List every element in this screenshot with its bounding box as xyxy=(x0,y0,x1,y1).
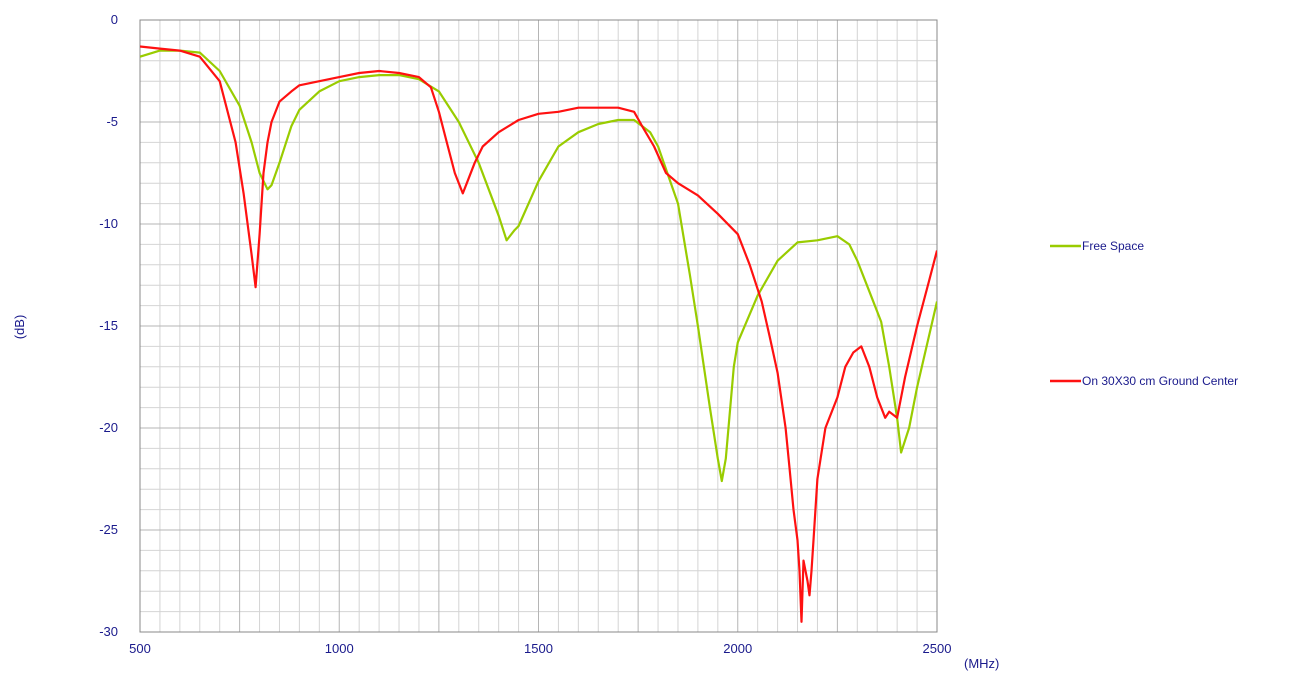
legend-label: Free Space xyxy=(1082,239,1144,253)
x-tick-label: 500 xyxy=(129,641,151,656)
x-axis-label: (MHz) xyxy=(964,656,999,671)
x-tick-label: 2000 xyxy=(723,641,752,656)
y-tick-label: -25 xyxy=(99,522,118,537)
series-line-1 xyxy=(140,49,937,483)
legend: Free Space On 30X30 cm Ground Center xyxy=(1050,239,1238,388)
y-tick-label: 0 xyxy=(111,12,118,27)
series-line-2 xyxy=(140,45,937,623)
y-tick-label: -5 xyxy=(106,114,118,129)
plot-area-border xyxy=(139,19,938,633)
series-layer xyxy=(140,45,937,623)
y-tick-label: -30 xyxy=(99,624,118,639)
x-tick-label: 2500 xyxy=(923,641,952,656)
x-tick-label: 1000 xyxy=(325,641,354,656)
y-tick-label: -20 xyxy=(99,420,118,435)
x-axis-tick-labels: 500 1000 1500 2000 2500 xyxy=(129,641,951,656)
y-axis-tick-labels: 0 -5 -10 -15 -20 -25 -30 xyxy=(99,12,118,639)
y-tick-label: -10 xyxy=(99,216,118,231)
y-tick-label: -15 xyxy=(99,318,118,333)
x-tick-label: 1500 xyxy=(524,641,553,656)
y-axis-label: (dB) xyxy=(12,315,27,340)
legend-label: On 30X30 cm Ground Center xyxy=(1082,374,1238,388)
